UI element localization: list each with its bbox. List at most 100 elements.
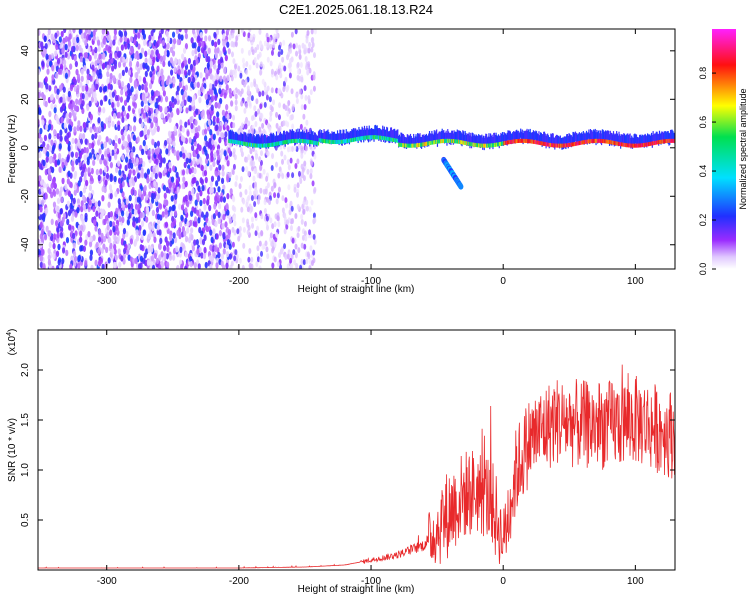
- signal-cell: [435, 130, 437, 142]
- noise-cell: [168, 116, 172, 123]
- signal-cell: [671, 129, 673, 141]
- signal-cell: [498, 135, 500, 149]
- noise-cell: [140, 171, 145, 179]
- signal-cell: [474, 142, 476, 147]
- signal-cell: [378, 135, 380, 140]
- signal-cell: [617, 135, 619, 147]
- noise-cell: [77, 156, 81, 163]
- snr-xtick-label: -200: [229, 576, 249, 587]
- signal-cell: [328, 139, 330, 144]
- noise-cell: [133, 209, 138, 216]
- signal-cell: [539, 141, 542, 146]
- signal-cell: [363, 135, 366, 140]
- noise-cell: [296, 68, 300, 75]
- noise-cell: [143, 185, 147, 192]
- signal-cell: [390, 137, 392, 142]
- noise-cell: [259, 257, 263, 264]
- noise-cell: [265, 215, 269, 222]
- signal-cell: [565, 143, 567, 148]
- noise-cell: [139, 244, 143, 251]
- noise-cell: [250, 256, 254, 263]
- noise-cell: [95, 168, 99, 176]
- noise-cell: [266, 122, 270, 129]
- signal-cell: [515, 130, 517, 143]
- signal-cell: [272, 132, 274, 146]
- signal-cell: [450, 138, 452, 143]
- noise-cell: [172, 60, 176, 67]
- signal-cell: [286, 139, 289, 144]
- noise-cell: [146, 129, 150, 136]
- noise-cell: [298, 88, 302, 95]
- noise-cell: [150, 122, 154, 129]
- signal-cell: [466, 133, 469, 145]
- signal-cell: [582, 140, 584, 145]
- noise-cell: [224, 78, 228, 85]
- signal-cell: [518, 133, 520, 143]
- signal-cell: [271, 142, 273, 147]
- noise-cell: [184, 84, 189, 91]
- noise-cell: [235, 253, 239, 260]
- spectrogram-ytick-label: 40: [20, 45, 31, 57]
- signal-cell: [665, 131, 667, 143]
- noise-cell: [220, 260, 224, 267]
- noise-cell: [200, 85, 204, 93]
- signal-cell: [235, 140, 237, 145]
- noise-cell: [226, 125, 230, 132]
- noise-cell: [144, 50, 148, 58]
- signal-cell: [648, 134, 650, 146]
- signal-cell: [316, 135, 318, 147]
- signal-cell: [251, 133, 253, 145]
- noise-cell: [47, 29, 51, 36]
- noise-cell: [95, 210, 99, 217]
- signal-cell: [510, 139, 512, 144]
- signal-cell: [252, 137, 254, 149]
- signal-cell: [597, 138, 600, 143]
- signal-cell: [306, 139, 309, 144]
- signal-cell: [428, 141, 430, 146]
- signal-cell: [660, 139, 662, 144]
- signal-cell: [367, 128, 369, 141]
- noise-cell: [194, 48, 198, 55]
- noise-cell: [111, 248, 115, 255]
- signal-cell: [500, 141, 502, 146]
- signal-cell: [360, 129, 362, 143]
- signal-cell: [361, 126, 363, 140]
- signal-cell: [301, 131, 303, 143]
- noise-cell: [173, 236, 178, 244]
- noise-cell: [70, 46, 75, 53]
- signal-cell: [440, 139, 443, 144]
- noise-cell: [290, 145, 294, 152]
- noise-cell: [183, 161, 187, 169]
- signal-cell: [246, 142, 248, 147]
- noise-cell: [251, 165, 255, 172]
- signal-cell: [463, 134, 466, 144]
- signal-cell: [595, 132, 597, 146]
- signal-cell: [308, 139, 310, 144]
- noise-cell: [212, 133, 216, 141]
- noise-cell: [101, 29, 105, 35]
- noise-cell: [240, 29, 244, 34]
- noise-cell: [241, 79, 245, 86]
- signal-cell: [452, 133, 454, 145]
- noise-cell: [194, 221, 198, 228]
- signal-cell: [267, 143, 270, 148]
- noise-cell: [38, 151, 42, 159]
- signal-cell: [491, 143, 493, 148]
- noise-cell: [301, 234, 305, 241]
- signal-cell: [577, 133, 580, 143]
- noise-cell: [116, 50, 120, 58]
- signal-cell: [292, 130, 294, 141]
- noise-cell: [103, 159, 108, 167]
- noise-cell: [303, 243, 307, 250]
- signal-cell: [264, 143, 266, 148]
- noise-cell: [272, 99, 276, 106]
- noise-cell: [234, 181, 238, 188]
- noise-cell: [142, 160, 146, 168]
- noise-cell: [273, 192, 277, 199]
- signal-cell: [526, 138, 528, 143]
- noise-cell: [240, 122, 244, 129]
- noise-cell: [224, 54, 228, 62]
- signal-cell: [268, 143, 270, 148]
- signal-cell: [593, 138, 595, 143]
- noise-cell: [59, 135, 63, 142]
